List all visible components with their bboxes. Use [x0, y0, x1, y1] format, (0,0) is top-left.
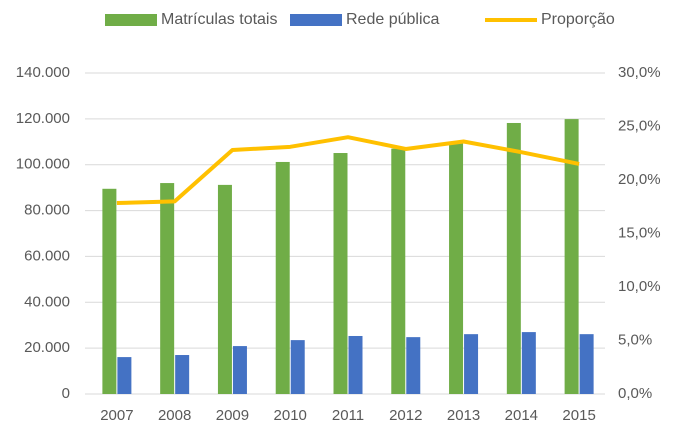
bar [506, 122, 521, 394]
bar [102, 188, 117, 394]
y-tick-label: 140.000 [16, 64, 70, 81]
x-tick-label: 2012 [389, 407, 422, 424]
bar [217, 184, 232, 394]
legend-label: Matrículas totais [161, 11, 277, 28]
y2-tick-label: 20,0% [618, 171, 661, 188]
y-tick-label: 20.000 [24, 339, 70, 356]
y2-tick-label: 15,0% [618, 224, 661, 241]
bar [275, 161, 290, 394]
bar [521, 332, 536, 394]
bar [232, 346, 247, 394]
y-tick-label: 120.000 [16, 110, 70, 127]
x-tick-label: 2013 [447, 407, 480, 424]
y2-tick-label: 10,0% [618, 278, 661, 295]
legend-label: Rede pública [346, 11, 440, 28]
y-tick-label: 80.000 [24, 202, 70, 219]
bar [348, 335, 363, 394]
x-tick-label: 2014 [505, 407, 538, 424]
x-tick-label: 2010 [274, 407, 307, 424]
bar [464, 334, 479, 394]
x-tick-label: 2007 [100, 407, 133, 424]
y-tick-label: 60.000 [24, 247, 70, 264]
bar [160, 183, 175, 394]
bar [290, 340, 305, 394]
bar [579, 334, 594, 394]
bar [117, 357, 132, 394]
y2-tick-label: 5,0% [618, 331, 652, 348]
y-tick-label: 100.000 [16, 156, 70, 173]
y2-tick-label: 0,0% [618, 385, 652, 402]
x-tick-label: 2015 [562, 407, 595, 424]
bar [391, 148, 406, 394]
bar [406, 337, 421, 394]
legend-swatch [290, 14, 342, 26]
y-tick-label: 0 [62, 385, 70, 402]
y2-tick-label: 25,0% [618, 117, 661, 134]
x-tick-label: 2009 [216, 407, 249, 424]
line [116, 135, 580, 206]
y-tick-label: 40.000 [24, 293, 70, 310]
legend-label: Proporção [541, 11, 615, 28]
bar [564, 119, 579, 394]
x-tick-label: 2011 [332, 407, 364, 424]
bar [449, 141, 464, 394]
y2-tick-label: 30,0% [618, 64, 661, 81]
bar [175, 355, 190, 394]
x-tick-label: 2008 [158, 407, 191, 424]
bar [333, 153, 348, 394]
legend-swatch [105, 14, 157, 26]
